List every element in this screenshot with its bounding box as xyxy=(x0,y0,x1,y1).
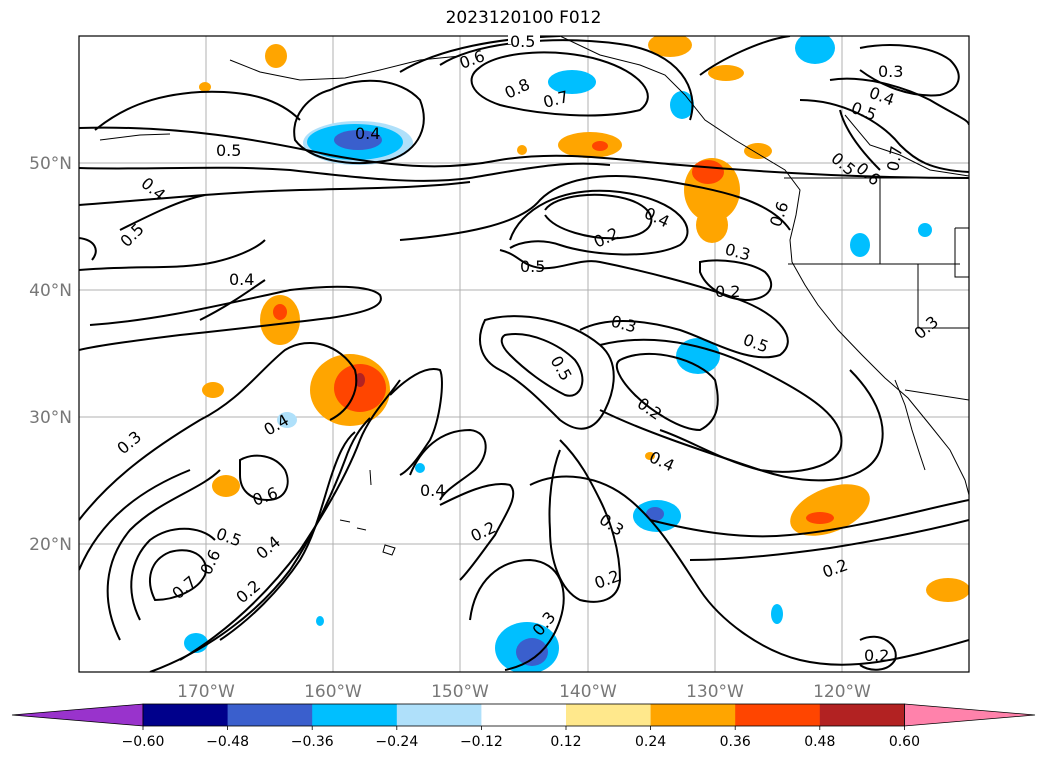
contour-label-text: 0.2 xyxy=(864,646,889,665)
positive-anomaly-patch xyxy=(260,295,300,345)
lat-label-50n: 50°N xyxy=(29,154,72,174)
negative-anomaly-patch xyxy=(795,36,835,64)
positive-anomaly-patch xyxy=(926,578,969,602)
contour-label-text: 0.3 xyxy=(878,62,903,81)
colorbar-extend-max xyxy=(904,703,1036,727)
positive-anomaly-patch xyxy=(684,158,740,243)
contour-label-text: 0.5 xyxy=(510,32,535,51)
colorbar-segment xyxy=(819,704,905,726)
contour-label-text: 0.5 xyxy=(520,257,545,276)
contour-label-text: 0.6 xyxy=(250,483,280,510)
colorbar-segment xyxy=(312,704,398,726)
colorbar-tick-label: 0.12 xyxy=(550,734,581,750)
contour-label-text: 0.6 xyxy=(766,199,793,229)
lon-label-130w: 130°W xyxy=(686,682,744,702)
lon-label-140w: 140°W xyxy=(559,682,617,702)
contour-labels: 0.5 0.6 0.8 0.7 0.4 0.3 0.4 0.5 0.5 0.6 … xyxy=(113,32,942,665)
contour-label-text: 0.6 xyxy=(196,547,224,578)
contour-label-text: 0.3 xyxy=(596,510,628,540)
colorbar: −0.60 −0.48 −0.36 −0.24 −0.12 0.12 0.24 0.36 0.4… xyxy=(11,703,1036,750)
colorbar-tick-label: 0.48 xyxy=(804,734,835,750)
negative-anomaly-patch xyxy=(316,616,324,626)
negative-anomaly-patch xyxy=(670,91,694,119)
contour-lines xyxy=(79,36,969,672)
coastlines xyxy=(99,36,969,556)
contour-label-text: 0.5 xyxy=(116,219,147,250)
contour-label-text: 0.5 xyxy=(216,141,241,160)
contour-label-text: 0.2 xyxy=(820,555,850,582)
map-title: 2023120100 F012 xyxy=(445,8,602,28)
positive-anomaly-patch xyxy=(202,382,224,398)
contour-label-text: 0.2 xyxy=(232,576,264,607)
negative-anomaly-patch xyxy=(548,70,596,94)
colorbar-tick-label: 0.36 xyxy=(720,734,751,750)
lat-label-40n: 40°N xyxy=(29,281,72,301)
contour-label-text: 0.4 xyxy=(641,203,672,231)
negative-anomaly-patch xyxy=(771,604,783,624)
positive-anomaly-patch xyxy=(790,484,870,536)
lon-label-160w: 160°W xyxy=(304,682,362,702)
negative-anomaly-patch xyxy=(277,412,297,428)
contour-label-text: 0.3 xyxy=(609,312,639,337)
colorbar-tick-label: 0.24 xyxy=(635,734,666,750)
colorbar-segment xyxy=(650,704,736,726)
colorbar-segment xyxy=(481,704,567,726)
colorbar-segment xyxy=(566,704,652,726)
contour-label-text: 0.3 xyxy=(113,427,145,458)
colorbar-extend-min xyxy=(11,703,144,727)
colorbar-tick-label: −0.60 xyxy=(122,734,165,750)
colorbar-tick-label: 0.60 xyxy=(889,734,920,750)
contour-label-text: 0.7 xyxy=(541,87,571,112)
contour-label-text: 0.7 xyxy=(883,144,906,172)
colorbar-tick-label: −0.12 xyxy=(460,734,503,750)
shaded-anomalies xyxy=(184,36,969,672)
contour-label-text: 0.6 xyxy=(457,46,487,73)
positive-anomaly-patch xyxy=(265,44,287,68)
lat-label-30n: 30°N xyxy=(29,408,72,428)
latitude-labels: 50°N 40°N 30°N 20°N xyxy=(29,154,72,555)
contour-label-text: 0.5 xyxy=(741,330,771,357)
colorbar-outline xyxy=(142,703,905,727)
colorbar-tick-label: −0.36 xyxy=(291,734,334,750)
colorbar-tick-label: −0.24 xyxy=(375,734,418,750)
colorbar-segment xyxy=(735,704,821,726)
colorbar-segment xyxy=(143,704,229,726)
lon-label-150w: 150°W xyxy=(431,682,489,702)
contour-label-text: 0.2 xyxy=(468,518,499,546)
colorbar-tick-label: −0.48 xyxy=(206,734,249,750)
contour-label-text: 0.4 xyxy=(646,447,677,475)
lon-label-120w: 120°W xyxy=(813,682,871,702)
contour-label-text: 0.5 xyxy=(214,524,244,551)
contour-label-text: 0.2 xyxy=(715,282,740,301)
colorbar-segment xyxy=(227,704,313,726)
negative-anomaly-patch xyxy=(676,338,720,374)
positive-anomaly-patch xyxy=(648,36,692,57)
positive-anomaly-patch xyxy=(708,65,744,81)
lon-label-170w: 170°W xyxy=(177,682,235,702)
positive-anomaly-patch xyxy=(199,82,211,92)
contour-label-text: 0.4 xyxy=(355,124,380,143)
contour-label-text: 0.4 xyxy=(252,532,284,563)
negative-anomaly-patch xyxy=(303,121,413,165)
negative-anomaly-patch xyxy=(918,223,932,237)
contour-label-text: 0.3 xyxy=(910,312,942,343)
longitude-labels: 170°W 160°W 150°W 140°W 130°W 120°W xyxy=(177,682,871,702)
contour-label-text: 0.8 xyxy=(502,75,533,103)
positive-anomaly-patch xyxy=(310,354,390,426)
contour-label-text: 0.2 xyxy=(591,224,622,252)
positive-anomaly-patch xyxy=(212,475,240,497)
lat-label-20n: 20°N xyxy=(29,535,72,555)
negative-anomaly-patch xyxy=(850,233,870,257)
contour-label-text: 0.4 xyxy=(229,270,254,289)
positive-anomaly-patch xyxy=(645,452,655,460)
negative-anomaly-patch xyxy=(415,463,425,473)
positive-anomaly-patch xyxy=(744,143,772,159)
contour-label-text: 0.4 xyxy=(420,481,445,500)
positive-anomaly-patch xyxy=(517,145,527,155)
colorbar-segment xyxy=(396,704,482,726)
positive-anomaly-patch xyxy=(558,132,622,158)
negative-anomaly-patch xyxy=(495,622,559,672)
